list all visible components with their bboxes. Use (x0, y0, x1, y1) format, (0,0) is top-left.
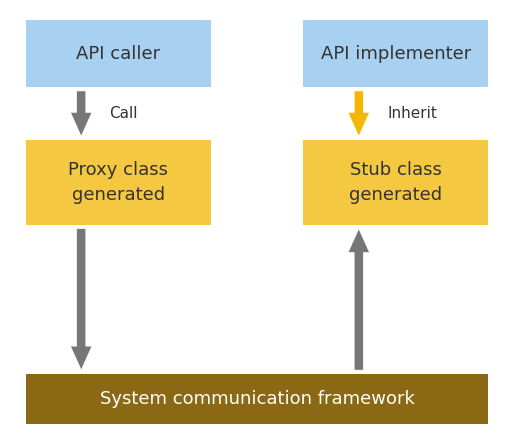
Text: Call: Call (109, 106, 138, 121)
Text: System communication framework: System communication framework (100, 390, 414, 408)
Text: Inherit: Inherit (387, 106, 437, 121)
FancyArrow shape (348, 91, 370, 136)
Text: API caller: API caller (76, 45, 160, 62)
FancyBboxPatch shape (26, 20, 211, 87)
FancyBboxPatch shape (303, 20, 488, 87)
FancyArrow shape (348, 229, 370, 370)
FancyBboxPatch shape (303, 140, 488, 225)
Text: Stub class
generated: Stub class generated (349, 161, 443, 204)
FancyArrow shape (70, 91, 92, 136)
Text: API implementer: API implementer (321, 45, 471, 62)
FancyArrow shape (70, 229, 92, 370)
FancyBboxPatch shape (26, 374, 488, 424)
Text: Proxy class
generated: Proxy class generated (68, 161, 168, 204)
FancyBboxPatch shape (26, 140, 211, 225)
